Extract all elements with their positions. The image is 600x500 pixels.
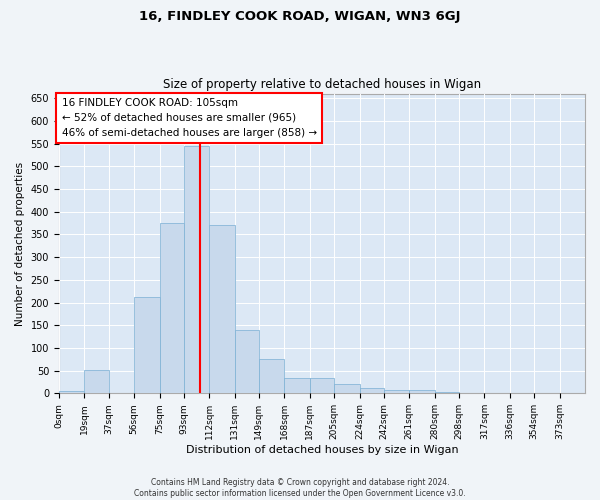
Bar xyxy=(160,223,184,394)
Y-axis label: Number of detached properties: Number of detached properties xyxy=(15,162,25,326)
Bar xyxy=(434,392,459,394)
X-axis label: Distribution of detached houses by size in Wigan: Distribution of detached houses by size … xyxy=(185,445,458,455)
Bar xyxy=(409,390,434,394)
Text: Contains HM Land Registry data © Crown copyright and database right 2024.
Contai: Contains HM Land Registry data © Crown c… xyxy=(134,478,466,498)
Bar xyxy=(209,226,235,394)
Bar xyxy=(85,370,109,394)
Bar xyxy=(235,330,259,394)
Text: 16, FINDLEY COOK ROAD, WIGAN, WN3 6GJ: 16, FINDLEY COOK ROAD, WIGAN, WN3 6GJ xyxy=(139,10,461,23)
Bar xyxy=(59,391,85,394)
Text: 16 FINDLEY COOK ROAD: 105sqm
← 52% of detached houses are smaller (965)
46% of s: 16 FINDLEY COOK ROAD: 105sqm ← 52% of de… xyxy=(62,98,317,138)
Bar xyxy=(134,296,160,394)
Bar xyxy=(284,378,310,394)
Bar xyxy=(383,390,409,394)
Bar xyxy=(259,360,284,394)
Bar xyxy=(184,146,209,394)
Bar xyxy=(359,388,383,394)
Bar xyxy=(334,384,359,394)
Bar xyxy=(310,378,334,394)
Title: Size of property relative to detached houses in Wigan: Size of property relative to detached ho… xyxy=(163,78,481,91)
